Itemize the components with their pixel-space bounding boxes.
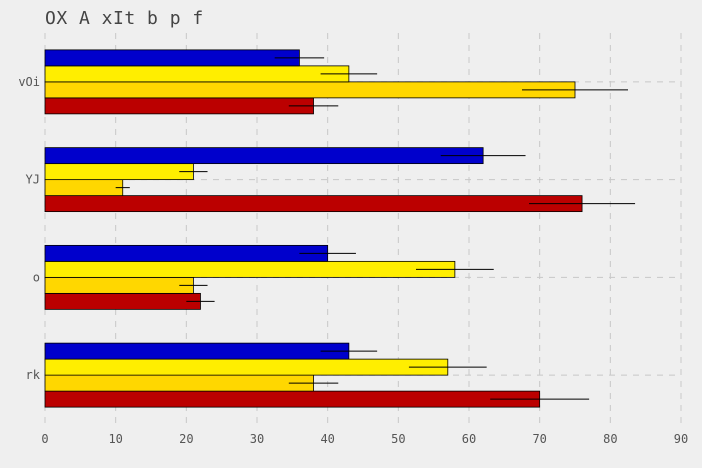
bar (44, 179, 124, 197)
x-tick-label: 60 (462, 432, 476, 446)
bar (44, 81, 576, 99)
bar (44, 342, 350, 360)
bar (44, 260, 456, 278)
x-tick-label: 90 (674, 432, 688, 446)
y-tick-label: rk (26, 368, 41, 382)
x-tick-label: 10 (108, 432, 122, 446)
x-tick-label: 30 (250, 432, 264, 446)
bar (44, 358, 449, 376)
bar (44, 292, 201, 310)
x-tick-label: 50 (391, 432, 405, 446)
chart-title: OX A xIt b p f (45, 8, 204, 29)
x-tick-label: 20 (179, 432, 193, 446)
bar (44, 163, 194, 181)
bar (44, 244, 329, 262)
y-tick-label: vOi (18, 75, 40, 89)
bar (44, 195, 583, 213)
bar (44, 49, 300, 67)
y-tick-label: YJ (26, 173, 40, 187)
x-tick-label: 70 (532, 432, 546, 446)
x-tick-label: 80 (603, 432, 617, 446)
bar (44, 147, 484, 165)
y-tick-label: o (33, 270, 40, 284)
bar (44, 97, 314, 115)
bar (44, 276, 194, 294)
x-tick-label: 40 (320, 432, 334, 446)
bar (44, 390, 541, 408)
bar (44, 65, 350, 83)
bar (44, 374, 314, 392)
x-tick-label: 0 (41, 432, 48, 446)
